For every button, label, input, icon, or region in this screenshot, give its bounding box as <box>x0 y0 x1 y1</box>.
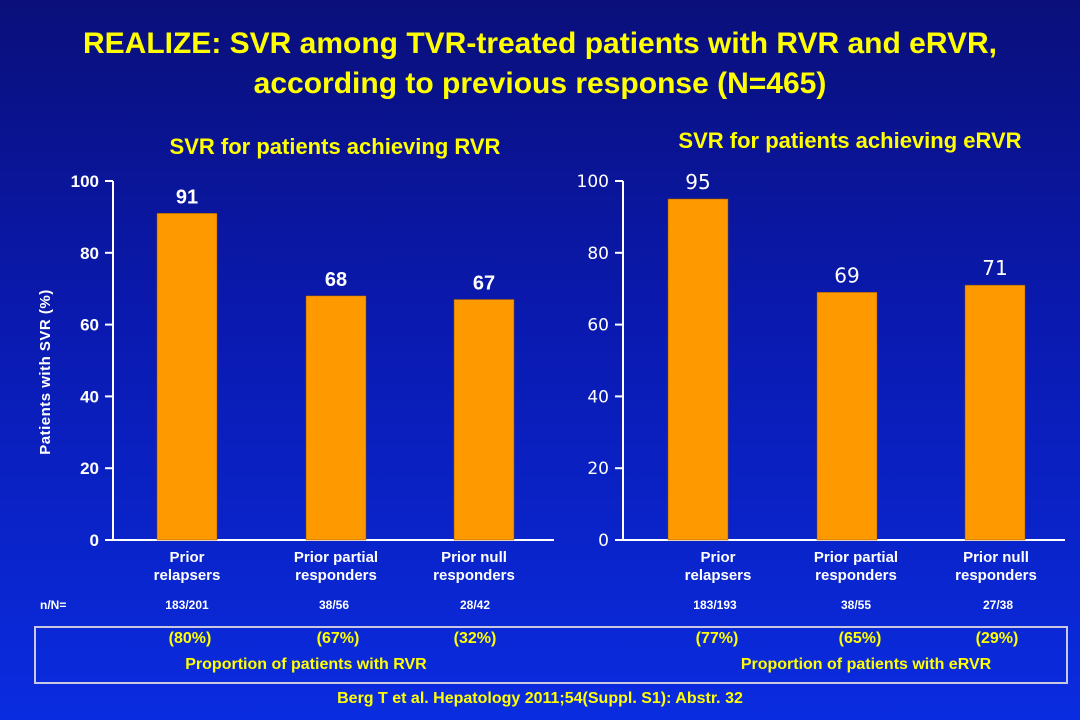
chart2-y-tick-label-5: 100 <box>577 172 609 192</box>
chart1-value-label-1: 91 <box>176 186 198 208</box>
chart1-y-tick-label-3: 60 <box>80 316 99 335</box>
chart2-value-label-3: 71 <box>982 256 1007 280</box>
chart2-proportion-1: (77%) <box>695 630 739 647</box>
chart1-value-label-3: 67 <box>473 272 495 294</box>
chart1-proportion-label: Proportion of patients with RVR <box>185 656 427 673</box>
chart2-category-label-1: Prior relapsers <box>685 549 752 584</box>
chart2-nn-2: 38/55 <box>840 598 872 612</box>
chart1-y-tick-label-1: 20 <box>80 459 99 478</box>
chart1-title: SVR for patients achieving RVR <box>169 134 501 159</box>
chart2-y-tick-label-2: 40 <box>587 387 609 407</box>
chart1-proportion-2: (67%) <box>316 630 360 647</box>
title-line-2: according to previous response (N=465) <box>253 67 827 100</box>
chart2-value-label-1: 95 <box>685 170 710 194</box>
chart2-proportion-3: (29%) <box>975 630 1019 647</box>
chart2-nn-3: 27/38 <box>982 598 1014 612</box>
chart2-y-tick-label-3: 60 <box>587 316 609 336</box>
chart2-bar-2 <box>816 292 878 541</box>
chart2-nn-1: 183/193 <box>693 598 737 612</box>
title-line-1: REALIZE: SVR among TVR-treated patients … <box>82 27 997 60</box>
chart1-nn-1: 183/201 <box>165 598 209 612</box>
slide-title: REALIZE: SVR among TVR-treated patients … <box>0 24 1080 104</box>
chart2-bar-1 <box>667 198 729 541</box>
y-axis-title: Patients with SVR (%) <box>37 289 54 455</box>
chart2-y-tick-label-4: 80 <box>587 244 609 264</box>
chart2-value-label-2: 69 <box>834 263 859 287</box>
chart2-proportion-label: Proportion of patients with eRVR <box>740 656 992 673</box>
chart1-y-tick-label-2: 40 <box>80 387 99 406</box>
chart1-value-label-2: 68 <box>325 269 347 291</box>
chart1-nn-2: 38/56 <box>318 598 350 612</box>
chart2-category-label-3: Prior null responders <box>955 549 1037 584</box>
chart2-y-tick-label-1: 20 <box>587 459 609 479</box>
chart1-category-label-3: Prior null responders <box>433 549 515 584</box>
chart2-category-label-2: Prior partial responders <box>814 549 898 584</box>
chart1-y-tick-label-4: 80 <box>80 244 99 263</box>
chart1-bar-1 <box>156 213 218 541</box>
proportion-box <box>34 626 1068 684</box>
chart2-title: SVR for patients achieving eRVR <box>678 128 1022 153</box>
chart1-y-tick-label-5: 100 <box>71 172 99 191</box>
nn-label: n/N= <box>40 598 67 612</box>
chart1-category-label-1: Prior relapsers <box>154 549 221 584</box>
chart1-proportion-1: (80%) <box>168 630 212 647</box>
citation: Berg T et al. Hepatology 2011;54(Suppl. … <box>337 690 743 707</box>
chart1-bar-3 <box>453 299 515 541</box>
chart1-proportion-3: (32%) <box>453 630 497 647</box>
chart1-category-label-2: Prior partial responders <box>294 549 378 584</box>
chart2-y-tick-label-0: 0 <box>598 531 609 551</box>
chart1-bar-2 <box>305 295 367 541</box>
chart2-proportion-2: (65%) <box>838 630 882 647</box>
chart1-nn-3: 28/42 <box>459 598 491 612</box>
chart2-bar-3 <box>964 284 1026 541</box>
chart1-y-tick-label-0: 0 <box>90 531 99 550</box>
